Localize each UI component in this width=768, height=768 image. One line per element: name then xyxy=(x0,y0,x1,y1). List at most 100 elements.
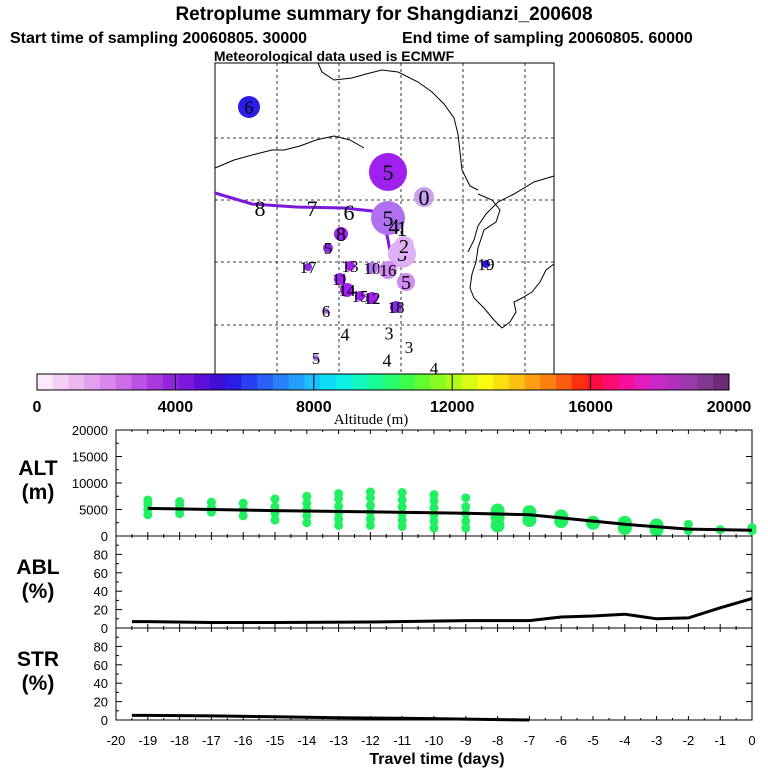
colorbar-cell xyxy=(351,374,368,390)
colorbar-cell xyxy=(414,374,431,390)
plume-day-label: 5 xyxy=(401,272,411,294)
x-tick-label: -6 xyxy=(555,733,567,748)
colorbar-tick-label: 16000 xyxy=(568,399,613,416)
altitude-point xyxy=(429,516,439,526)
plume-day-label: 6 xyxy=(322,302,331,321)
plume-dot xyxy=(371,201,405,235)
y-tick-label: 60 xyxy=(94,658,108,673)
x-tick-label: -19 xyxy=(138,733,157,748)
altitude-point xyxy=(429,496,439,506)
plume-dot xyxy=(394,236,414,256)
colorbar-cell xyxy=(603,374,620,390)
colorbar-cell xyxy=(618,374,636,390)
colorbar-cell xyxy=(383,374,400,390)
plume-marker: 6 xyxy=(344,200,355,225)
plume-day-label: 6 xyxy=(344,200,355,225)
map-panel: 6508765418532171310165191114151218643543… xyxy=(0,0,555,378)
plume-day-label: 10 xyxy=(364,259,381,278)
plume-dot xyxy=(323,243,333,253)
y-tick-label: 10000 xyxy=(72,476,108,491)
plume-marker: 3 xyxy=(385,323,394,343)
plume-day-label: 18 xyxy=(388,298,405,317)
plume-day-label: 1 xyxy=(397,216,408,241)
plume-marker: 5 xyxy=(371,201,405,235)
altitude-point xyxy=(365,487,375,497)
plume-marker: 3 xyxy=(405,338,414,357)
altitude-point xyxy=(397,515,407,525)
y-tick-label: 20000 xyxy=(72,423,108,438)
y-tick-label: 40 xyxy=(94,584,108,599)
plume-marker: 1 xyxy=(397,216,408,241)
plume-day-label: 0 xyxy=(419,185,430,210)
colorbar-cell xyxy=(461,374,478,390)
plume-dot xyxy=(414,187,434,207)
colorbar-cell xyxy=(524,374,541,390)
colorbar-cell xyxy=(477,374,494,390)
x-tick-label: -16 xyxy=(234,733,253,748)
plume-dot xyxy=(340,283,354,297)
plume-marker: 14 xyxy=(339,281,357,300)
plume-marker: 10 xyxy=(364,259,381,278)
colorbar-cell xyxy=(99,374,117,390)
colorbar-cell xyxy=(587,374,604,390)
panel-ylabel: ABL (%) xyxy=(16,556,59,603)
x-tick-label: -18 xyxy=(170,733,189,748)
map-grid xyxy=(215,63,554,374)
plume-marker: 4 xyxy=(389,214,400,239)
x-tick-label: -7 xyxy=(524,733,536,748)
plume-track xyxy=(0,0,215,193)
plume-marker: 13 xyxy=(342,257,359,276)
plume-marker: 6 xyxy=(322,302,331,321)
colorbar-axis-label: Altitude (m) xyxy=(334,412,409,428)
ylabel-line: ALT xyxy=(18,457,57,480)
y-tick-label: 40 xyxy=(94,676,108,691)
chart-title: Retroplume summary for Shangdianzi_20060… xyxy=(175,4,592,25)
map-coastlines xyxy=(214,62,555,329)
altitude-point xyxy=(683,519,693,529)
colorbar-cell xyxy=(540,374,557,390)
x-tick-label: -1 xyxy=(714,733,726,748)
plume-dot xyxy=(397,273,415,291)
colorbar-tick-label: 0 xyxy=(33,399,42,416)
x-tick-label: -12 xyxy=(361,733,380,748)
x-tick-label: -11 xyxy=(393,733,411,748)
plume-day-label: 14 xyxy=(339,281,357,300)
altitude-point xyxy=(461,516,471,526)
y-tick-label: 0 xyxy=(101,621,108,636)
altitude-point xyxy=(461,523,471,533)
plume-day-label: 16 xyxy=(380,261,397,280)
plume-dot xyxy=(323,308,329,314)
colorbar-cell xyxy=(272,374,290,390)
plume-dot xyxy=(313,355,319,361)
ylabel-line: (m) xyxy=(22,481,55,504)
panel-ylabel: ALT (m) xyxy=(18,457,57,504)
colorbar-cell xyxy=(556,374,573,390)
plume-marker: 19 xyxy=(478,255,495,274)
sampling-start: Start time of sampling 20060805. 30000 xyxy=(10,30,307,47)
y-tick-label: 60 xyxy=(94,566,108,581)
colorbar-cell xyxy=(147,374,164,390)
altitude-point xyxy=(175,497,185,507)
plume-dot xyxy=(369,153,407,191)
colorbar-cell xyxy=(225,374,242,390)
plume-marker: 18 xyxy=(388,298,405,317)
altitude-point xyxy=(365,520,375,530)
x-tick-label: -2 xyxy=(683,733,695,748)
plume-marker: 16 xyxy=(379,261,397,280)
altitude-point xyxy=(302,511,312,521)
plume-dot xyxy=(379,261,397,279)
colorbar-cell xyxy=(508,374,525,390)
colorbar-cell xyxy=(697,374,714,390)
altitude-point xyxy=(461,493,471,503)
sampling-end: End time of sampling 20060805. 60000 xyxy=(402,30,693,47)
colorbar-cell xyxy=(335,374,352,390)
x-tick-label: -3 xyxy=(651,733,663,748)
y-tick-label: 15000 xyxy=(72,450,108,465)
plume-day-label: 4 xyxy=(430,359,439,378)
altitude-point xyxy=(429,523,439,533)
plume-day-label: 12 xyxy=(364,289,381,308)
altitude-point xyxy=(334,501,344,511)
altitude-point xyxy=(461,502,471,512)
ylabel-line: (%) xyxy=(22,580,55,603)
plume-marker: 7 xyxy=(307,196,318,221)
